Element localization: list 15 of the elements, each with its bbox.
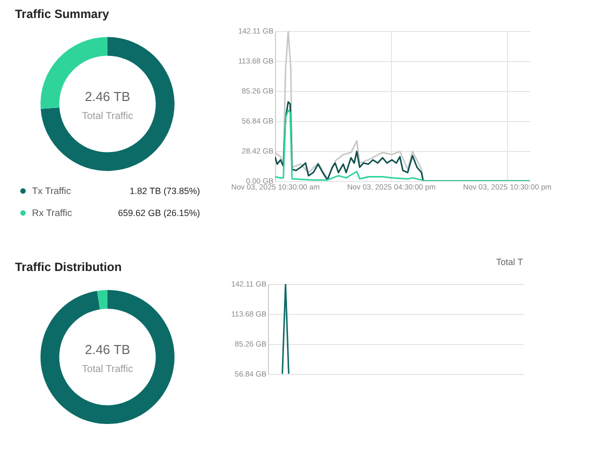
text: Total Traffic <box>82 364 133 375</box>
legend-label: Tx Traffic <box>32 186 72 197</box>
donut-slice <box>40 37 108 109</box>
donut-slice <box>97 290 108 310</box>
chart-title: Traffic Distribution <box>15 260 122 274</box>
donut-slice <box>40 290 174 424</box>
text: Total Traffic <box>82 111 133 122</box>
text: 2.46 TB <box>84 342 130 357</box>
legend-label: Rx Traffic <box>32 208 72 219</box>
data-label: 659.62 GB (26.15%) <box>118 208 200 218</box>
text: 2.46 TB <box>84 89 130 104</box>
chart-title: Traffic Summary <box>15 7 110 21</box>
data-label: 1.82 TB (73.85%) <box>130 186 200 196</box>
donut-slice <box>40 37 174 171</box>
text: Total T <box>496 257 524 267</box>
